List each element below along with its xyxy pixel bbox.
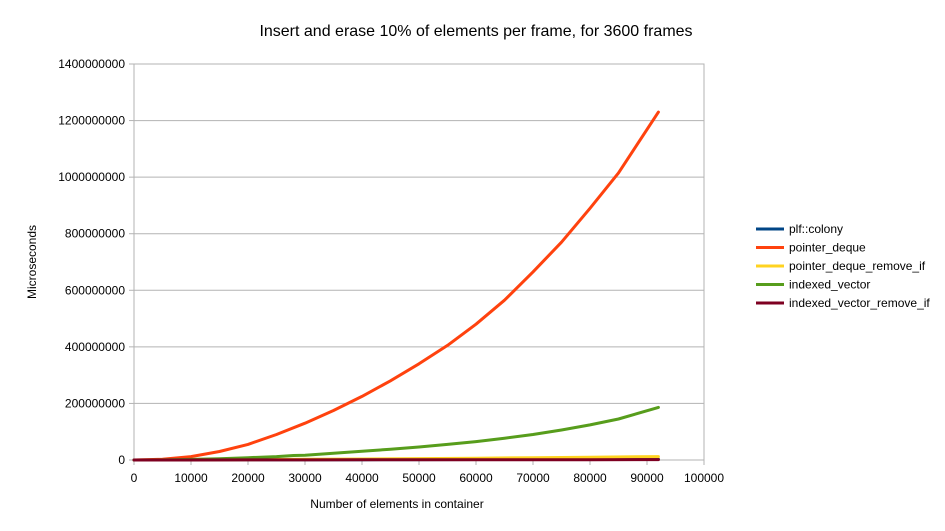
legend: plf::colonypointer_dequepointer_deque_re… — [756, 222, 930, 310]
y-axis-label: Microseconds — [25, 225, 39, 299]
y-tick-label-2: 400000000 — [65, 340, 125, 354]
y-tick-label-7: 1400000000 — [58, 57, 125, 71]
x-tick-label-1: 10000 — [174, 471, 208, 485]
x-tick-label-9: 90000 — [630, 471, 664, 485]
legend-label-4: indexed_vector_remove_if — [789, 296, 930, 310]
legend-label-2: pointer_deque_remove_if — [789, 259, 926, 273]
y-axis-ticks: 0 200000000 400000000 600000000 800000000 100… — [58, 57, 134, 467]
x-tick-label-6: 60000 — [459, 471, 493, 485]
x-tick-label-5: 50000 — [402, 471, 436, 485]
series-line-1 — [132, 110, 660, 462]
y-tick-label-4: 800000000 — [65, 227, 125, 241]
legend-label-0: plf::colony — [789, 222, 843, 236]
x-tick-label-4: 40000 — [345, 471, 379, 485]
x-tick-label-0: 0 — [131, 471, 138, 485]
chart-title: Insert and erase 10% of elements per fra… — [259, 23, 692, 40]
x-tick-label-2: 20000 — [231, 471, 265, 485]
y-tick-label-6: 1200000000 — [58, 114, 125, 128]
y-tick-label-1: 200000000 — [65, 396, 125, 410]
x-tick-label-7: 70000 — [516, 471, 550, 485]
x-tick-label-3: 30000 — [288, 471, 322, 485]
series-lines — [132, 110, 660, 462]
y-tick-label-5: 1000000000 — [58, 170, 125, 184]
plot-area-frame — [133, 63, 705, 461]
legend-label-3: indexed_vector — [789, 278, 870, 292]
grid-lines — [134, 63, 704, 461]
x-tick-label-8: 80000 — [573, 471, 607, 485]
x-tick-label-10: 100000 — [684, 471, 724, 485]
x-axis-label: Number of elements in container — [310, 497, 483, 511]
x-axis-ticks: 0 10000 20000 30000 40000 50000 60000 70000 8000… — [131, 460, 724, 485]
y-tick-label-3: 600000000 — [65, 283, 125, 297]
legend-label-1: pointer_deque — [789, 241, 866, 255]
y-tick-label-0: 0 — [118, 453, 125, 467]
